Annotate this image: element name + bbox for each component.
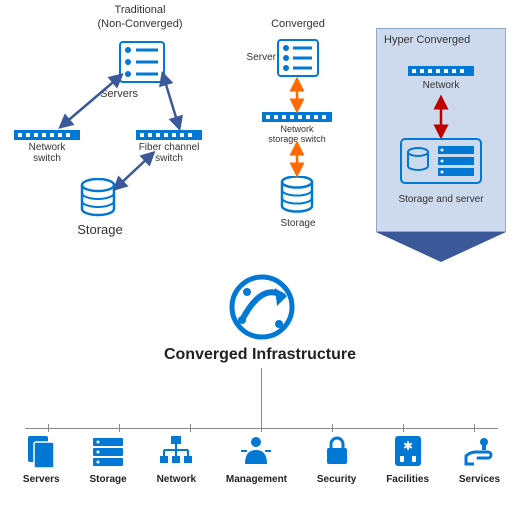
bottom-item-storage: Storage <box>89 434 126 485</box>
svg-text:✱: ✱ <box>403 439 413 453</box>
center-title: Converged Infrastructure <box>110 346 410 364</box>
bottom-item-services: Services <box>459 434 500 485</box>
converged-title: Converged <box>258 18 338 30</box>
bottom-label: Security <box>317 474 356 485</box>
bottom-label: Management <box>226 474 287 485</box>
network-icon <box>159 434 193 468</box>
bottom-item-management: Management <box>226 434 287 485</box>
hc-storage-server-icon <box>400 138 482 184</box>
storage-icon <box>91 434 125 468</box>
hc-storage-server-label: Storage and server <box>378 194 504 205</box>
bottom-label: Network <box>157 474 196 485</box>
hc-chevron <box>376 232 506 262</box>
bottom-label: Facilities <box>386 474 429 485</box>
bottom-row: Servers Storage Network Management Secur… <box>0 434 523 485</box>
converged-arrows <box>230 30 360 230</box>
hc-network-icon <box>408 66 474 76</box>
traditional-arrows <box>0 0 230 240</box>
servers-icon <box>24 434 58 468</box>
bottom-item-servers: Servers <box>23 434 60 485</box>
bottom-item-network: Network <box>157 434 196 485</box>
services-icon <box>462 434 496 468</box>
management-icon <box>239 434 273 468</box>
globe-arrow-icon <box>227 272 297 342</box>
bottom-item-security: Security <box>317 434 356 485</box>
security-icon <box>320 434 354 468</box>
bottom-item-facilities: ✱ Facilities <box>386 434 429 485</box>
bottom-label: Servers <box>23 474 60 485</box>
facilities-icon: ✱ <box>391 434 425 468</box>
stem-line <box>261 368 262 428</box>
bottom-label: Services <box>459 474 500 485</box>
bottom-label: Storage <box>89 474 126 485</box>
hyperconverged-title: Hyper Converged <box>384 34 504 46</box>
